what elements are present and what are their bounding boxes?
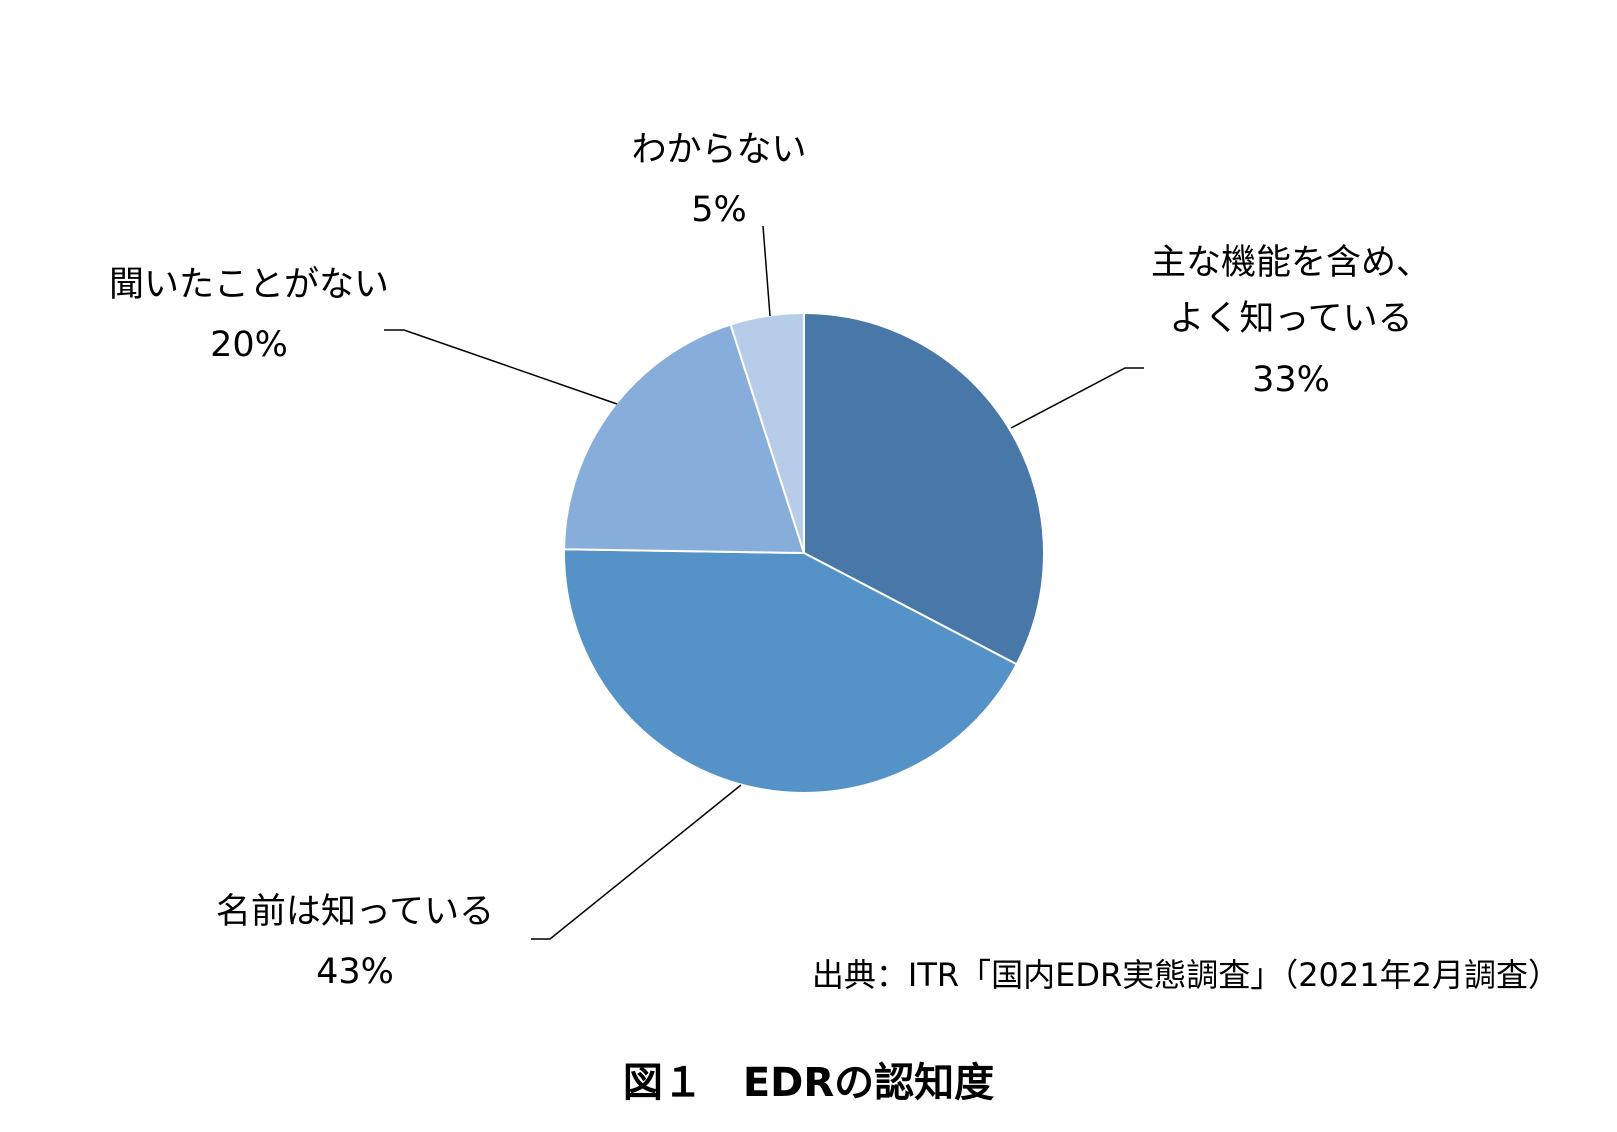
pie-slice bbox=[729, 311, 805, 554]
slice-label: 聞いたことがない bbox=[108, 265, 390, 305]
value-label: 33% bbox=[1252, 360, 1330, 400]
slice-label: わからない bbox=[631, 130, 807, 170]
leader-line bbox=[384, 329, 618, 405]
value-label: 5% bbox=[691, 190, 747, 230]
pie-slice bbox=[563, 548, 1018, 794]
pie-slice bbox=[563, 323, 806, 555]
value-label: 43% bbox=[316, 952, 394, 992]
slice-label: 名前は知っている bbox=[215, 892, 495, 932]
source: 出典：ITR「国内EDR実態調査」（2021年2月調査） bbox=[811, 956, 1560, 994]
leader-line bbox=[1010, 367, 1144, 429]
caption: 図１ EDRの認知度 bbox=[622, 1060, 995, 1106]
value-label: 20% bbox=[210, 325, 288, 365]
leader-line bbox=[531, 784, 742, 940]
pie-slice bbox=[803, 311, 1045, 666]
leader-line bbox=[762, 225, 771, 317]
slice-label: 主な機能を含め、 よく知っている bbox=[1150, 243, 1432, 339]
